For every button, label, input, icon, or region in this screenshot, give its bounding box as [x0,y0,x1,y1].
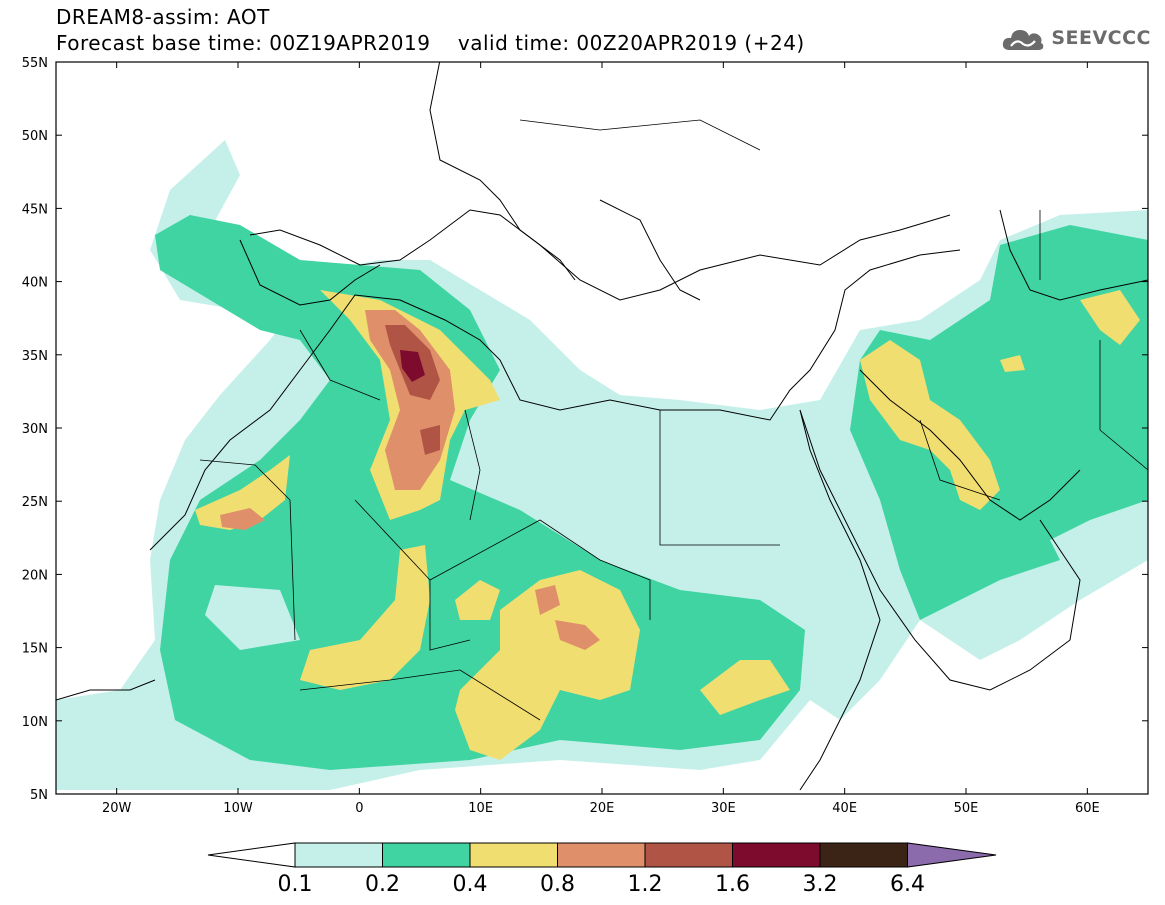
y-tick-label: 5N [30,788,48,803]
colorbar-swatch [644,842,733,868]
colorbar-swatch [294,842,383,868]
x-tick-label: 40E [832,801,857,816]
y-tick-label: 40N [22,276,48,291]
x-tick-label: 30E [711,801,736,816]
colorbar-label: 1.6 [715,872,750,897]
colorbar-swatch [382,842,471,868]
colorbar-label: 6.4 [890,872,925,897]
colorbar-label: 0.1 [277,872,313,897]
x-tick-label: 50E [954,801,979,816]
y-axis: 5N 10N 15N 20N 25N 30N 35N 40N 45N 50N 55N [22,56,1148,803]
x-tick-label: 20W [102,801,132,816]
political-borders [199,119,1148,721]
x-axis: 20W 10W 0 10E 20E 30E 40E 50E 60E [102,62,1100,816]
valid-time: valid time: 00Z20APR2019 (+24) [457,31,805,55]
forecast-times: Forecast base time: 00Z19APR2019 valid t… [56,32,805,54]
colorbar-swatch [819,842,908,868]
colorbar-label: 3.2 [802,872,838,897]
colorbar-label: 0.2 [365,872,400,897]
y-tick-label: 35N [22,349,48,364]
aot-field [56,140,1148,790]
colorbar-under-triangle [207,842,296,868]
y-tick-label: 10N [22,715,48,730]
coastlines [56,62,1148,791]
colorbar-label: 0.8 [540,872,575,897]
y-tick-label: 15N [22,642,48,657]
aot-level-2 [155,215,1148,770]
y-tick-label: 25N [22,495,48,510]
colorbar-swatch [557,842,646,868]
colorbar-label: 1.2 [627,872,663,897]
y-tick-label: 50N [22,129,48,144]
x-tick-label: 10W [223,801,253,816]
colorbar [207,842,997,868]
colorbar-over-triangle [907,842,997,868]
y-tick-label: 45N [22,202,48,217]
x-tick-label: 60E [1075,801,1100,816]
x-tick-label: 20E [590,801,615,816]
seevccc-logo: SEEVCCC [1001,24,1151,52]
y-tick-label: 20N [22,568,48,583]
cloud-icon [1003,30,1044,50]
colorbar-swatch [469,842,558,868]
colorbar-swatch [732,842,821,868]
aot-level-6 [400,350,425,382]
y-tick-label: 55N [22,56,48,71]
y-tick-label: 30N [22,422,48,437]
map-title: DREAM8-assim: AOT [56,5,270,29]
x-tick-label: 10E [468,801,493,816]
colorbar-label: 0.4 [452,872,488,897]
x-tick-label: 0 [355,801,363,816]
base-time: Forecast base time: 00Z19APR2019 [56,31,431,55]
logo-text: SEEVCCC [1051,27,1151,49]
